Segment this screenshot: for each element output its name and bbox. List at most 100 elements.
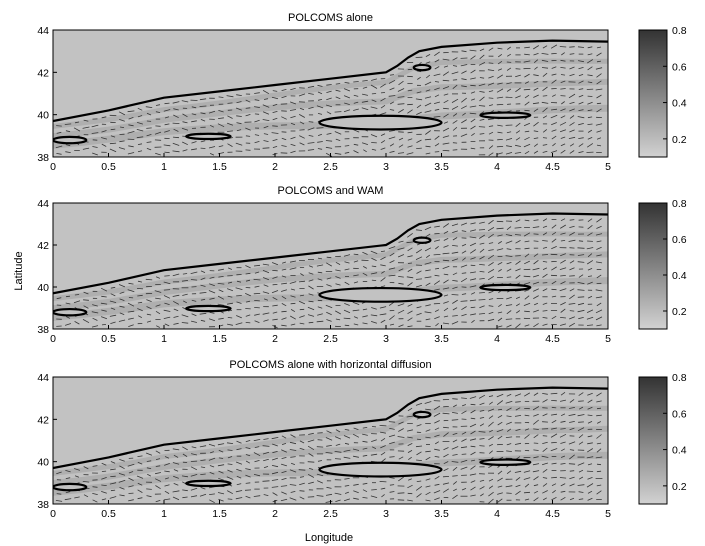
colorbar — [638, 29, 668, 158]
y-tick-label: 42 — [37, 240, 49, 252]
colorbar-tick-label: 0.6 — [672, 234, 687, 246]
y-tick-label: 44 — [37, 25, 49, 37]
panel-title: POLCOMS alone — [288, 12, 373, 24]
colorbar-tick-label: 0.2 — [672, 306, 687, 318]
island-ibiza — [185, 304, 232, 313]
y-tick-label: 44 — [37, 198, 49, 210]
shading-band — [53, 251, 608, 312]
x-tick-label: 1 — [161, 508, 167, 520]
land-area — [53, 203, 608, 294]
colorbar-tick-label: 0.6 — [672, 61, 687, 73]
x-tick-label: 2.5 — [323, 333, 338, 345]
island-ibiza — [185, 132, 232, 141]
land-area — [53, 377, 608, 468]
y-tick-label: 42 — [37, 67, 49, 79]
island-menorca — [479, 458, 532, 466]
x-tick-label: 0.5 — [101, 161, 116, 173]
y-tick-label: 38 — [37, 324, 49, 336]
island-islet — [412, 63, 432, 72]
x-tick-label: 0.5 — [101, 508, 116, 520]
x-tick-label: 1 — [161, 333, 167, 345]
colorbar-tick-label: 0.2 — [672, 481, 687, 493]
island-menorca — [479, 111, 532, 119]
panel-2: POLCOMS and WAM 0 0.5 1 1.5 2 2.5 3 3.5 4 4.5 5 38 40… — [37, 185, 686, 345]
x-tick-label: 0 — [50, 161, 56, 173]
x-tick-label: 4 — [494, 333, 500, 345]
x-tick-label: 2.5 — [323, 508, 338, 520]
colorbar-tick-label: 0.4 — [672, 98, 687, 110]
x-tick-label: 5 — [605, 333, 611, 345]
coastline — [53, 39, 608, 123]
colorbar — [638, 202, 668, 330]
shading-band — [53, 405, 608, 476]
colorbar-tick-label: 0.4 — [672, 445, 687, 457]
panel-1: POLCOMS alone 0 0.5 1 1.5 2 2.5 3 3.5 4 4.5 5 38 40 42… — [37, 12, 686, 173]
field-layer — [53, 203, 608, 329]
x-tick-label: 0.5 — [101, 333, 116, 345]
island-cape — [53, 482, 88, 492]
island-cape — [53, 135, 88, 145]
x-tick-label: 4 — [494, 508, 500, 520]
coastline — [53, 212, 608, 295]
x-tick-label: 2 — [272, 508, 278, 520]
island-ibiza — [185, 479, 232, 488]
x-tick-label: 3.5 — [434, 161, 449, 173]
colorbar-tick-label: 0.2 — [672, 134, 687, 146]
wave-vectors — [55, 391, 603, 504]
y-tick-label: 44 — [37, 372, 49, 384]
x-tick-label: 5 — [605, 161, 611, 173]
y-tick-label: 42 — [37, 414, 49, 426]
shading-band — [53, 231, 608, 302]
x-tick-label: 3 — [383, 508, 389, 520]
y-axis-label: Latitude — [13, 251, 25, 290]
land-area — [53, 30, 608, 121]
island-mallorca — [318, 461, 443, 478]
y-tick-label: 38 — [37, 499, 49, 511]
shading-band — [53, 58, 608, 129]
x-tick-label: 2 — [272, 333, 278, 345]
field-layer — [53, 30, 608, 157]
colorbar-tick-label: 0.8 — [672, 25, 687, 37]
island-islet — [412, 410, 432, 419]
y-tick-label: 40 — [37, 457, 49, 469]
coastline — [53, 386, 608, 470]
panel-title: POLCOMS alone with horizontal diffusion — [229, 359, 431, 371]
x-axis-label: Longitude — [305, 532, 353, 544]
x-tick-label: 1.5 — [212, 508, 227, 520]
shading-band — [53, 78, 608, 140]
panel-title: POLCOMS and WAM — [278, 185, 384, 197]
panel-3: POLCOMS alone with horizontal diffusion 0… — [37, 359, 686, 520]
colorbar-tick-label: 0.8 — [672, 198, 687, 210]
colorbar-tick-label: 0.8 — [672, 372, 687, 384]
colorbar — [638, 376, 668, 505]
y-tick-label: 38 — [37, 152, 49, 164]
field-layer — [53, 377, 608, 504]
x-tick-label: 0 — [50, 333, 56, 345]
x-tick-label: 4 — [494, 161, 500, 173]
x-tick-label: 1.5 — [212, 161, 227, 173]
wave-vectors — [56, 218, 603, 329]
island-mallorca — [318, 114, 443, 131]
x-tick-label: 5 — [605, 508, 611, 520]
x-tick-label: 4.5 — [545, 161, 560, 173]
x-tick-label: 4.5 — [545, 333, 560, 345]
colorbar-tick-label: 0.6 — [672, 408, 687, 420]
colorbar-tick-label: 0.4 — [672, 270, 687, 282]
x-tick-label: 1.5 — [212, 333, 227, 345]
wave-vectors — [55, 44, 603, 157]
x-tick-label: 3.5 — [434, 333, 449, 345]
island-mallorca — [318, 286, 443, 303]
x-tick-label: 1 — [161, 161, 167, 173]
x-tick-label: 2.5 — [323, 161, 338, 173]
island-menorca — [479, 283, 532, 292]
island-cape — [53, 307, 88, 317]
island-islet — [412, 236, 432, 244]
x-tick-label: 3 — [383, 161, 389, 173]
x-tick-label: 3 — [383, 333, 389, 345]
x-tick-label: 0 — [50, 508, 56, 520]
x-tick-label: 2 — [272, 161, 278, 173]
y-tick-label: 40 — [37, 110, 49, 122]
y-tick-label: 40 — [37, 282, 49, 294]
x-tick-label: 3.5 — [434, 508, 449, 520]
